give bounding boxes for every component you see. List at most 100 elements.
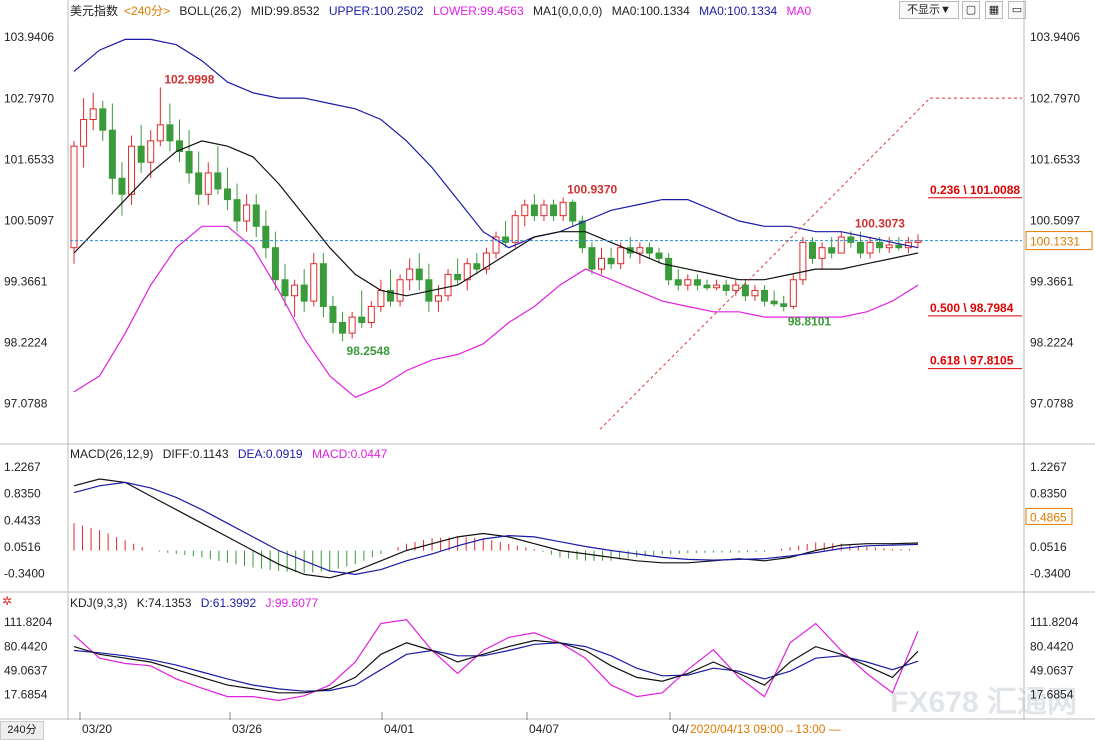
fib-trend-line (599, 97, 931, 430)
macd-value-box (1025, 507, 1073, 525)
box-icon[interactable]: ▢ (962, 1, 980, 19)
macd-tick-left: 1.2267 (4, 460, 41, 474)
candle-body (444, 273, 452, 297)
candle-body (195, 172, 203, 195)
main-tick-left: 98.2224 (4, 336, 48, 350)
main-tick-right: 99.3661 (1030, 275, 1074, 289)
macd-value-tag: 0.4865 (1030, 510, 1067, 524)
candle-body (578, 220, 586, 249)
candle-body (310, 263, 318, 302)
settings-icon[interactable]: ✲ (2, 594, 13, 608)
macd-dea-line (73, 481, 919, 576)
price-annotation: 100.3073 (855, 216, 905, 230)
candle-body (339, 321, 347, 334)
candle-body (492, 236, 500, 254)
candle-body (502, 236, 510, 243)
boll-lower-line (73, 225, 919, 398)
main-tick-left: 103.9406 (4, 30, 54, 44)
main-tick-right: 100.5097 (1030, 213, 1080, 227)
candle-body (684, 279, 692, 286)
candle-body (243, 204, 251, 222)
candle-body (166, 124, 174, 142)
candle-body (713, 284, 721, 289)
kdj-j-line (73, 619, 919, 702)
candle-body (655, 252, 663, 259)
kdj-tick-left: 111.8204 (4, 615, 53, 629)
candle-body (406, 268, 414, 281)
candle-body (703, 284, 711, 289)
kdj-tick-right: 49.0637 (1030, 663, 1074, 677)
kdj-k-line (73, 639, 919, 694)
candle-body (818, 247, 826, 259)
candle-body (885, 244, 893, 249)
kdj-tick-right: 80.4420 (1030, 639, 1074, 653)
macd-diff-value: DIFF:0.1143 (162, 447, 229, 461)
candle-body (147, 140, 155, 163)
candle-body (751, 289, 759, 297)
macd-tick-right: -0.3400 (1030, 567, 1071, 581)
candle-body (837, 236, 845, 254)
macd-tick-left: 0.4433 (4, 513, 41, 527)
kdj-header: KDJ(9,3,3) K:74.1353 D:61.3992 J:99.6077 (70, 596, 324, 610)
macd-dea-value: DEA:0.0919 (237, 447, 303, 461)
candle-body (233, 199, 241, 222)
kdj-tick-right: 17.6854 (1030, 688, 1074, 702)
main-tick-right: 97.0788 (1030, 397, 1074, 411)
window-icon[interactable]: ▭ (1008, 1, 1026, 19)
watermark-logo: FX678 汇通网 (890, 686, 1077, 719)
ma0-value-2: MA0:100.1334 (699, 4, 778, 18)
fib-level-label: 0.500 \ 98.7984 (930, 301, 1014, 315)
candle-body (89, 108, 97, 120)
candle-body (732, 284, 740, 291)
kdj-k-value: K:74.1353 (136, 596, 192, 610)
kdj-tick-left: 80.4420 (4, 639, 48, 653)
boll-upper-value: UPPER:100.2502 (328, 4, 424, 18)
candle-body (856, 241, 864, 254)
candle-body (636, 247, 644, 254)
macd-macd-value: MACD:0.0447 (311, 447, 388, 461)
hide-dropdown[interactable]: 不显示▼ (899, 1, 959, 19)
candle-body (789, 279, 797, 307)
candle-body (674, 279, 682, 286)
candle-body (799, 241, 807, 281)
candle-body (473, 263, 481, 270)
candle-body (761, 289, 769, 302)
candle-body (809, 241, 816, 259)
candle-body (741, 284, 749, 297)
candle-body (300, 284, 308, 302)
grid-icon[interactable]: ▦ (985, 1, 1003, 19)
candle-body (137, 145, 145, 163)
current-price-box (1025, 231, 1093, 251)
macd-tick-right: 0.8350 (1030, 487, 1067, 501)
fib-level-label: 0.236 \ 101.0088 (930, 183, 1020, 197)
macd-tick-left: 0.0516 (4, 540, 41, 554)
candle-body (70, 145, 78, 249)
period-label: <240分> (124, 4, 171, 18)
candle-body (387, 289, 394, 302)
main-tick-right: 101.6533 (1030, 152, 1080, 166)
candle-body (645, 247, 653, 254)
x-axis-label: 03/26 (232, 722, 262, 736)
main-tick-right: 98.2224 (1030, 336, 1074, 350)
fib-level-label: 0.618 \ 97.8105 (930, 354, 1014, 368)
candle-body (128, 145, 136, 195)
current-price-tag: 100.1331 (1030, 235, 1080, 249)
candle-body (665, 257, 673, 281)
price-annotation: 98.8101 (788, 314, 832, 328)
symbol-label[interactable]: 美元指数 (70, 4, 119, 18)
candle-body (876, 241, 884, 249)
macd-tick-right: 0.0516 (1030, 540, 1067, 554)
candle-body (156, 124, 164, 142)
x-axis-label: 04/ (672, 722, 689, 736)
kdj-tick-right: 111.8204 (1030, 615, 1079, 629)
boll-mid-value: MID:99.8532 (250, 4, 320, 18)
boll-label: BOLL(26,2) (179, 4, 242, 18)
candle-body (358, 316, 366, 323)
candle-body (108, 129, 116, 179)
candle-body (214, 172, 222, 190)
time-range-label: 2020/04/13 09:00→13:00 — (690, 722, 841, 736)
main-tick-left: 97.0788 (4, 397, 48, 411)
candle-body (415, 268, 423, 281)
boll-upper-line (73, 38, 919, 249)
kdj-name: KDJ(9,3,3) (70, 596, 128, 610)
